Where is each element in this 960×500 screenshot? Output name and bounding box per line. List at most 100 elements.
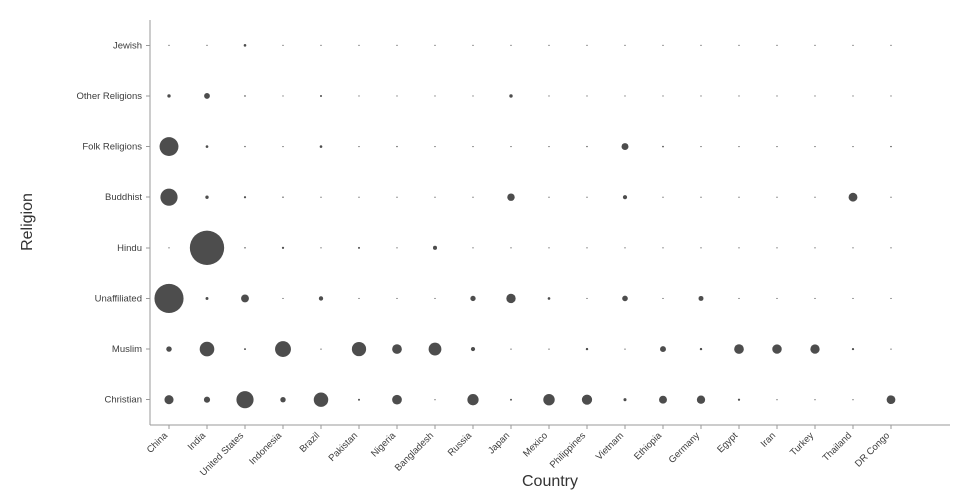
bubble-Hindu-Russia: [472, 247, 474, 249]
x-tick-label-country: Germany: [667, 430, 703, 466]
y-tick-label-religion: Muslim: [112, 344, 142, 355]
bubble-Christian-Nigeria: [392, 394, 402, 405]
bubble-Christian-Japan: [510, 398, 512, 401]
bubble-Buddhist-India: [205, 195, 209, 199]
bubble-Jewish-Iran: [776, 44, 778, 46]
bubble-Buddhist-Philippines: [586, 196, 588, 198]
bubble-Buddhist-China: [160, 188, 178, 206]
bubble-Unaffiliated-Egypt: [738, 297, 740, 300]
bubble-Jewish-Indonesia: [282, 44, 284, 46]
bubble-Buddhist-Japan: [507, 193, 515, 201]
bubble-Muslim-Japan: [510, 348, 512, 350]
bubble-Unaffiliated-Germany: [698, 295, 704, 301]
x-tick-label-country: Mexico: [521, 430, 550, 459]
bubble-Christian-Philippines: [581, 394, 593, 405]
bubble-Muslim-Thailand: [851, 347, 855, 351]
bubble-Buddhist-DR Congo: [890, 196, 892, 198]
bubble-Christian-Germany: [696, 395, 706, 404]
bubble-Hindu-Philippines: [586, 247, 588, 249]
bubble-Buddhist-Germany: [700, 196, 702, 198]
bubble-Unaffiliated-Mexico: [547, 297, 551, 300]
bubble-Jewish-Ethiopia: [662, 44, 664, 46]
bubble-Buddhist-Bangladesh: [434, 196, 436, 198]
bubble-Christian-China: [164, 395, 174, 405]
x-tick-label-country: India: [186, 430, 209, 453]
bubble-Christian-Egypt: [737, 398, 741, 401]
bubble-Unaffiliated-United States: [241, 294, 249, 303]
plot-area: Jewish Other Religions Folk Religions Buddh…: [77, 20, 950, 478]
y-tick-label-religion: Christian: [105, 395, 143, 406]
bubble-Christian-Mexico: [543, 393, 555, 406]
bubble-Muslim-Nigeria: [392, 344, 402, 354]
bubble-Folk Religions-Egypt: [738, 145, 740, 148]
bubble-Christian-Iran: [776, 399, 778, 401]
bubble-Unaffiliated-Bangladesh: [434, 297, 436, 300]
bubble-Buddhist-Brazil: [320, 196, 322, 198]
bubble-Other Religions-Egypt: [738, 95, 740, 97]
x-tick-label-country: Bangladesh: [393, 430, 436, 473]
bubble-Folk Religions-Japan: [510, 145, 512, 148]
x-tick-label-country: Brazil: [298, 430, 323, 455]
bubble-Unaffiliated-Nigeria: [396, 297, 398, 300]
bubble-Folk Religions-Iran: [776, 145, 778, 148]
bubble-Christian-Russia: [467, 394, 479, 406]
bubble-Other Religions-Brazil: [320, 94, 322, 97]
x-tick-label-country: Russia: [446, 430, 475, 459]
bubble-Other Religions-Iran: [776, 95, 778, 97]
bubble-Muslim-Ethiopia: [660, 346, 666, 353]
bubble-Hindu-DR Congo: [890, 247, 892, 249]
bubble-Folk Religions-Pakistan: [358, 145, 360, 148]
x-tick-label-country: Philippines: [548, 430, 588, 470]
bubble-Jewish-Bangladesh: [434, 44, 436, 46]
bubble-Hindu-China: [168, 247, 170, 249]
bubble-Hindu-Thailand: [852, 247, 854, 249]
bubble-Folk Religions-DR Congo: [890, 145, 892, 148]
bubble-Other Religions-Ethiopia: [662, 95, 664, 97]
bubble-Other Religions-Vietnam: [624, 95, 626, 97]
x-axis-title: Country: [522, 473, 578, 490]
bubble-Folk Religions-Philippines: [586, 145, 588, 148]
bubble-Folk Religions-Turkey: [814, 145, 816, 148]
bubble-Unaffiliated-Vietnam: [622, 295, 628, 302]
bubble-Other Religions-Turkey: [814, 95, 816, 97]
bubble-Muslim-DR Congo: [890, 348, 892, 350]
bubble-Jewish-Thailand: [852, 44, 854, 46]
bubble-Muslim-Brazil: [320, 348, 322, 350]
bubble-Buddhist-Nigeria: [396, 196, 398, 198]
bubble-Hindu-Vietnam: [624, 247, 626, 249]
bubble-Christian-Indonesia: [280, 397, 286, 403]
bubble-Buddhist-Egypt: [738, 196, 740, 198]
y-tick-label-religion: Folk Religions: [82, 142, 142, 153]
bubble-Hindu-Turkey: [814, 247, 816, 249]
x-tick-label-country: Egypt: [715, 430, 740, 455]
bubble-Muslim-Iran: [772, 344, 782, 354]
bubble-Hindu-Brazil: [320, 247, 322, 249]
bubble-Buddhist-Thailand: [848, 192, 858, 202]
bubble-Jewish-Vietnam: [624, 44, 626, 46]
y-axis-title: Religion: [19, 193, 36, 251]
bubble-Unaffiliated-Brazil: [318, 296, 324, 301]
bubble-Hindu-United States: [244, 247, 246, 249]
bubble-Christian-Thailand: [852, 399, 854, 401]
bubble-Hindu-Iran: [776, 247, 778, 249]
bubble-Muslim-Mexico: [548, 348, 550, 350]
bubble-Unaffiliated-DR Congo: [890, 297, 892, 300]
bubble-Other Religions-Nigeria: [396, 95, 398, 97]
bubble-Folk Religions-Thailand: [852, 145, 854, 148]
bubble-Muslim-Vietnam: [624, 348, 626, 350]
bubble-Hindu-Egypt: [738, 247, 740, 249]
bubble-Jewish-Philippines: [586, 44, 588, 46]
y-tick-label-religion: Unaffiliated: [95, 293, 142, 304]
bubble-Unaffiliated-China: [154, 283, 184, 313]
bubble-Jewish-Brazil: [320, 44, 322, 46]
bubble-Hindu-Pakistan: [358, 246, 360, 249]
bubble-Folk Religions-Nigeria: [396, 145, 398, 148]
bubble-Other Religions-DR Congo: [890, 95, 892, 97]
x-tick-label-country: Turkey: [788, 430, 816, 458]
bubble-Other Religions-United States: [244, 95, 246, 97]
bubble-Jewish-Turkey: [814, 44, 816, 46]
bubble-Other Religions-Bangladesh: [434, 95, 436, 97]
x-tick-label-country: Japan: [486, 430, 512, 456]
bubble-Buddhist-Turkey: [814, 196, 816, 198]
